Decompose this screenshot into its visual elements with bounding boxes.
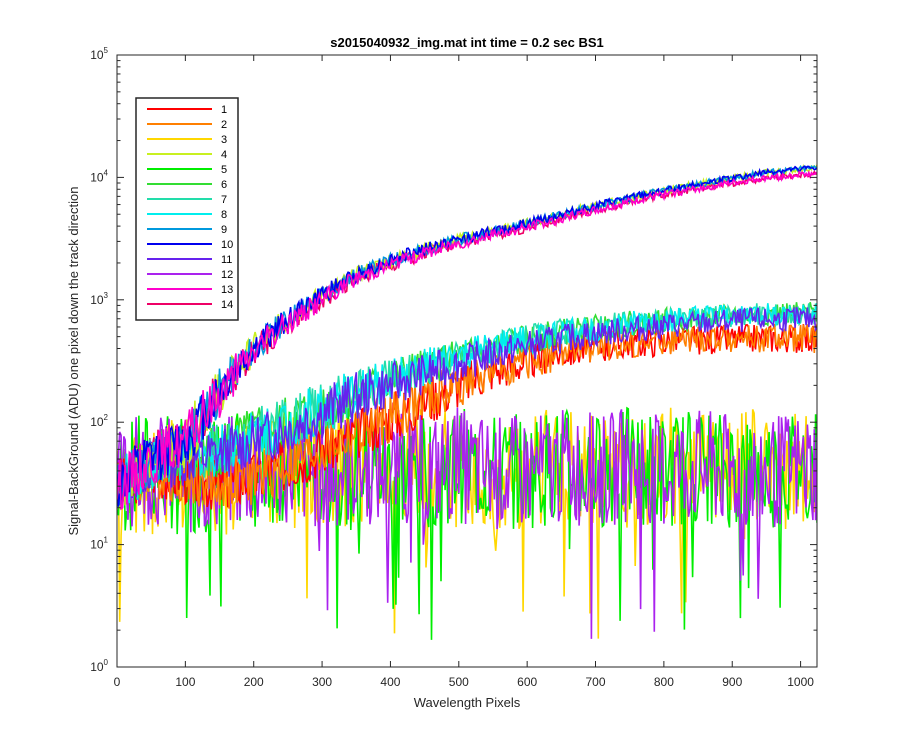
legend-label: 14 — [221, 299, 233, 311]
x-axis: 0 100 200 300 400 500 600 700 800 900 1000 — [114, 55, 814, 689]
series-line-8 — [117, 302, 817, 510]
legend-label: 11 — [221, 254, 232, 266]
x-axis-label: Wavelength Pixels — [414, 695, 521, 710]
legend-label: 3 — [221, 134, 227, 146]
y-axis-label: Signal-BackGround (ADU) one pixel down t… — [66, 186, 81, 535]
x-tick-label: 1000 — [787, 675, 814, 689]
legend-label: 10 — [221, 239, 233, 251]
legend-label: 5 — [221, 164, 227, 176]
x-tick-label: 400 — [380, 675, 400, 689]
x-tick-label: 500 — [449, 675, 469, 689]
y-tick-label: 105 — [90, 46, 108, 62]
series-line-2 — [117, 323, 817, 511]
x-tick-label: 200 — [244, 675, 264, 689]
series-line-11 — [117, 305, 817, 506]
legend-label: 2 — [221, 119, 227, 131]
series-layer — [117, 163, 817, 640]
series-line-13 — [117, 169, 817, 511]
y-tick-label: 102 — [90, 413, 108, 429]
x-tick-label: 800 — [654, 675, 674, 689]
x-tick-label: 700 — [586, 675, 606, 689]
x-tick-label: 600 — [517, 675, 537, 689]
x-tick-label: 100 — [175, 675, 195, 689]
legend-label: 7 — [221, 194, 227, 206]
x-tick-label: 0 — [114, 675, 121, 689]
legend-label: 12 — [221, 269, 233, 281]
legend-label: 6 — [221, 179, 227, 191]
legend-label: 13 — [221, 284, 233, 296]
x-tick-label: 300 — [312, 675, 332, 689]
y-tick-label: 100 — [90, 658, 108, 674]
x-tick-label: 900 — [722, 675, 742, 689]
chart-title: s2015040932_img.mat int time = 0.2 sec B… — [330, 35, 604, 50]
legend-box — [135, 97, 239, 321]
axes-box — [116, 54, 818, 668]
y-tick-label: 104 — [90, 168, 108, 184]
legend-label: 8 — [221, 209, 227, 221]
legend-label: 4 — [221, 149, 227, 161]
y-tick-label: 103 — [90, 291, 108, 307]
series-line-9 — [117, 164, 817, 506]
y-tick-label: 101 — [90, 536, 108, 552]
legend-label: 9 — [221, 224, 227, 236]
legend-label: 1 — [221, 104, 227, 116]
